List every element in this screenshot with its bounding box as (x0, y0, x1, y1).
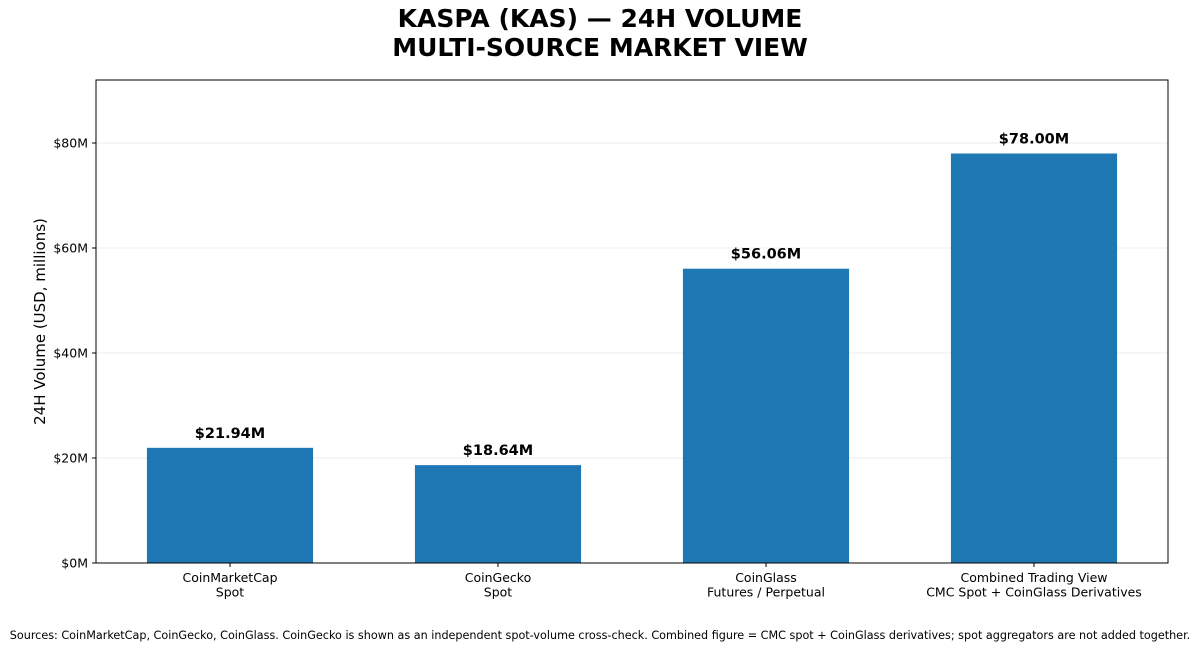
sources-footnote: Sources: CoinMarketCap, CoinGecko, CoinG… (9, 629, 1191, 642)
x-tick-label: Spot (216, 585, 245, 600)
chart-title-line-2: MULTI-SOURCE MARKET VIEW (392, 33, 808, 62)
x-tick-label: CMC Spot + CoinGlass Derivatives (926, 585, 1142, 600)
y-axis-label: 24H Volume (USD, millions) (31, 218, 49, 425)
bar-value-label: $78.00M (999, 132, 1069, 148)
plot-frame (95, 79, 1169, 564)
x-tick-label: Spot (484, 585, 513, 600)
bar-value-label: $21.94M (195, 426, 265, 442)
bar-value-label: $56.06M (731, 247, 801, 263)
x-tick-label: CoinGecko (465, 570, 531, 585)
bar (950, 153, 1118, 563)
bar (146, 447, 314, 563)
bar-value-label: $18.64M (463, 443, 533, 459)
y-tick-label: $20M (53, 451, 88, 466)
chart-title-line-1: KASPA (KAS) — 24H VOLUME (397, 4, 803, 33)
y-tick-label: $0M (61, 556, 88, 571)
bar (682, 268, 850, 563)
chart-title: KASPA (KAS) — 24H VOLUME MULTI-SOURCE MA… (0, 4, 1200, 62)
y-tick-label: $60M (53, 241, 88, 256)
x-tick-label: Futures / Perpetual (707, 585, 825, 600)
bar (414, 465, 582, 563)
x-tick-label: CoinGlass (735, 570, 797, 585)
x-tick-label: CoinMarketCap (182, 570, 277, 585)
y-tick-label: $40M (53, 346, 88, 361)
y-tick-label: $80M (53, 136, 88, 151)
x-tick-label: Combined Trading View (961, 570, 1108, 585)
